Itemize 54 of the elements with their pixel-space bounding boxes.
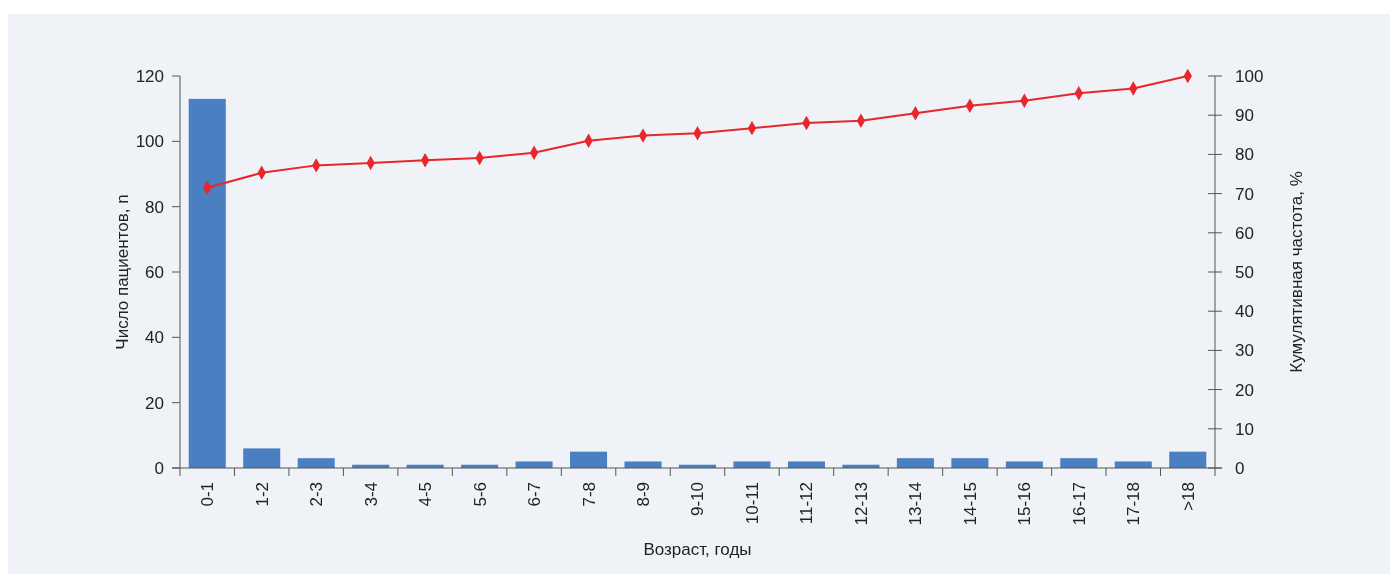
y2-tick-label: 80	[1235, 145, 1254, 165]
y-tick-label: 100	[135, 132, 164, 152]
bar	[297, 458, 335, 468]
y2-tick-label: 70	[1235, 184, 1254, 204]
bar	[624, 461, 662, 468]
bar	[1169, 451, 1207, 468]
x-tick-label: 4-5	[416, 482, 436, 507]
x-tick-label: 14-15	[960, 482, 980, 526]
x-tick-label: 9-10	[688, 482, 708, 517]
y2-tick-label: 100	[1235, 66, 1264, 86]
x-tick-label: 5-6	[470, 482, 490, 507]
y2-tick-label: 10	[1235, 419, 1254, 439]
bar	[1005, 461, 1043, 468]
bar	[570, 451, 608, 468]
x-tick-label: 8-9	[633, 482, 653, 507]
bar	[515, 461, 553, 468]
y-tick-label: 40	[145, 328, 164, 348]
x-tick-label: 12-13	[851, 482, 871, 526]
x-tick-label: 1-2	[252, 482, 272, 507]
y2-tick-label: 50	[1235, 262, 1254, 282]
y-tick-label: 80	[145, 197, 164, 217]
bar	[1114, 461, 1152, 468]
x-tick-label: >18	[1178, 482, 1198, 511]
bar	[951, 458, 989, 468]
y-tick-label: 20	[145, 393, 164, 413]
x-axis-title: Возраст, годы	[643, 540, 752, 559]
y2-tick-label: 60	[1235, 223, 1254, 243]
bar	[787, 461, 825, 468]
x-tick-label: 7-8	[579, 482, 599, 507]
y2-tick-label: 0	[1235, 458, 1245, 478]
y-tick-label: 0	[154, 458, 164, 478]
x-tick-label: 10-11	[742, 482, 762, 525]
x-tick-label: 3-4	[361, 482, 381, 507]
x-tick-label: 2-3	[307, 482, 327, 507]
bar	[243, 448, 281, 468]
bar	[188, 98, 226, 468]
y2-tick-label: 20	[1235, 380, 1254, 400]
x-tick-label: 16-17	[1069, 482, 1089, 526]
x-tick-label: 15-16	[1015, 482, 1035, 526]
y-axis-title: Число пациентов, n	[113, 194, 132, 350]
y2-tick-label: 40	[1235, 302, 1254, 322]
y2-tick-label: 90	[1235, 106, 1254, 126]
x-tick-label: 6-7	[525, 482, 545, 507]
x-tick-label: 17-18	[1124, 482, 1144, 526]
y-tick-label: 60	[145, 262, 164, 282]
bar	[733, 461, 771, 468]
y2-axis-title: Кумулятивная частота, %	[1287, 171, 1306, 373]
x-tick-label: 11-12	[797, 482, 817, 525]
y-tick-label: 120	[135, 66, 164, 86]
x-tick-label: 0-1	[198, 482, 218, 507]
x-tick-label: 13-14	[906, 482, 926, 526]
bar	[1060, 458, 1098, 468]
y2-tick-label: 30	[1235, 341, 1254, 361]
bar	[896, 458, 934, 468]
